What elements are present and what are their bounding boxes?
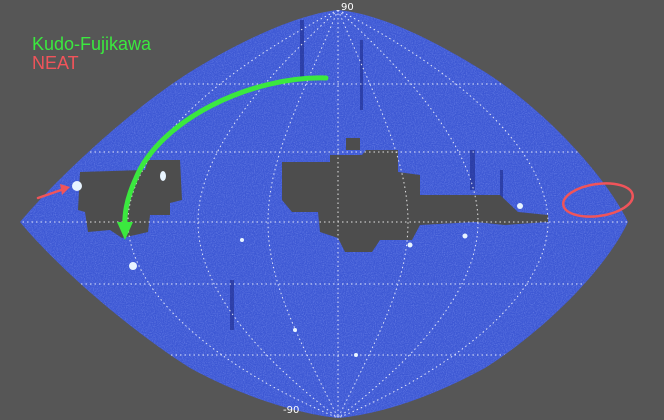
- kudo-fujikawa-trajectory: [117, 75, 329, 240]
- neat-pointer-arrow: [36, 184, 70, 200]
- legend: Kudo-Fujikawa NEAT: [32, 35, 151, 73]
- bright-sources: [72, 171, 523, 357]
- neat-circle-marker: [562, 182, 634, 218]
- legend-neat: NEAT: [32, 53, 79, 73]
- legend-kudo-fujikawa: Kudo-Fujikawa: [32, 34, 152, 54]
- north-pole-label: 90: [341, 2, 354, 13]
- sky-dark-streaks: [230, 20, 503, 330]
- south-pole-label: -90: [283, 405, 300, 416]
